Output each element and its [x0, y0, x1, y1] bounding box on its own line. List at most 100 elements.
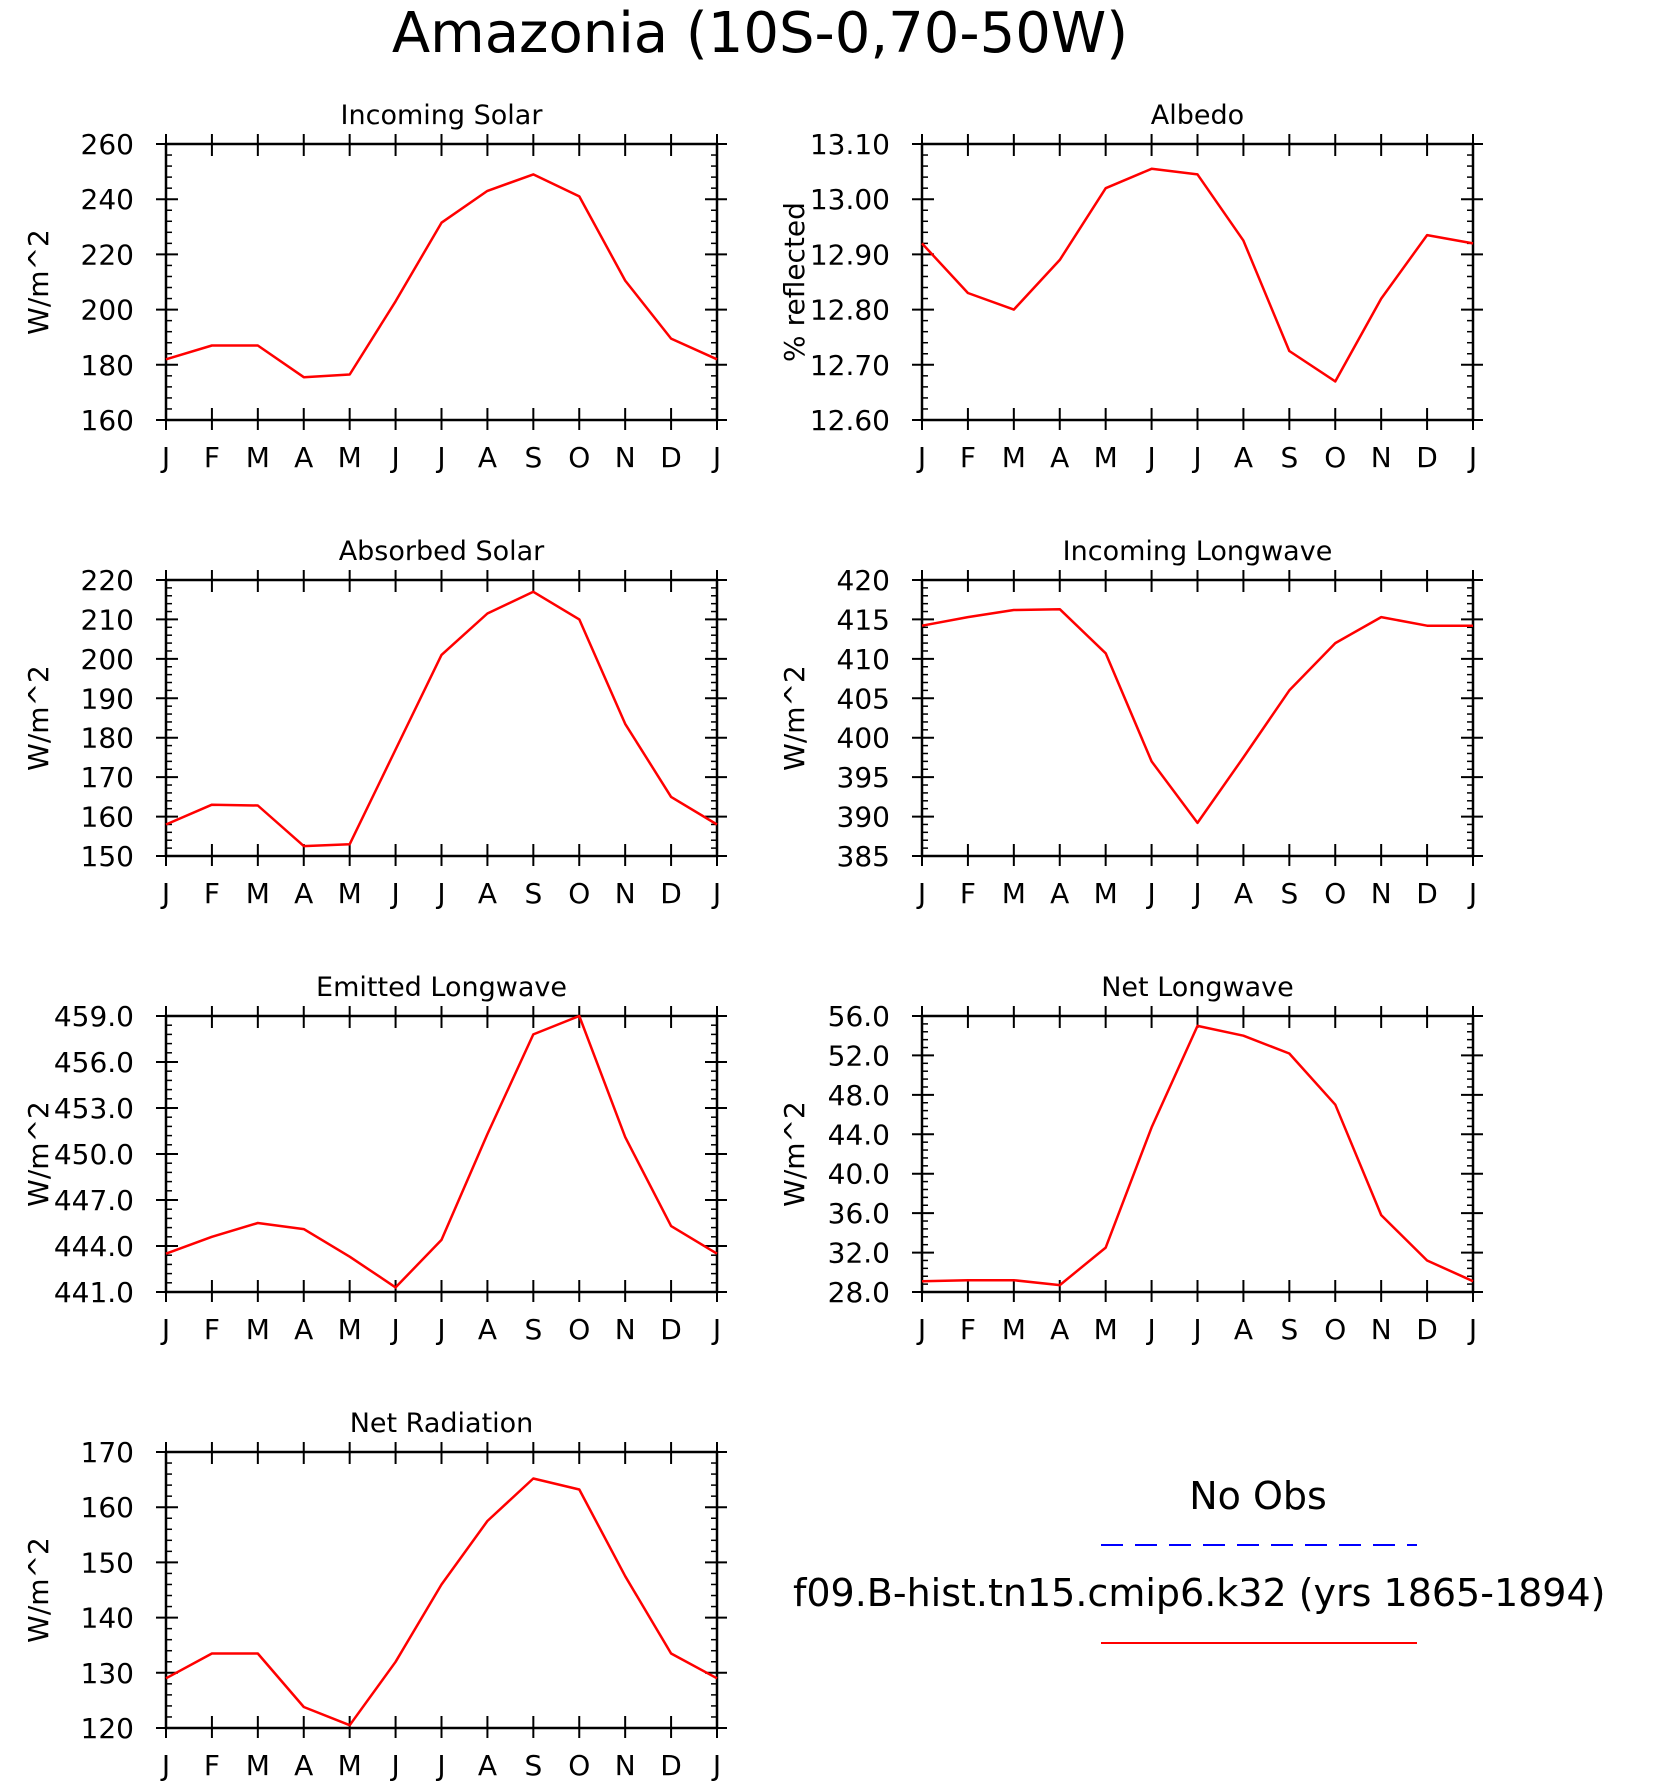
x-tick-label: N [615, 877, 636, 910]
figure-title: Amazonia (10S-0,70-50W) [392, 1, 1128, 66]
y-axis-label: % reflected [778, 202, 811, 362]
legend-obs-label: No Obs [1189, 1474, 1327, 1518]
y-tick-label: 150 [81, 1546, 134, 1579]
y-tick-label: 459.0 [54, 1000, 134, 1033]
x-tick-label: D [1416, 1313, 1438, 1346]
x-tick-label: M [1002, 1313, 1026, 1346]
x-tick-label: J [711, 877, 721, 910]
y-tick-label: 160 [81, 1491, 134, 1524]
y-tick-label: 456.0 [54, 1046, 134, 1079]
legend: No Obs f09.B-hist.tn15.cmip6.k32 (yrs 18… [793, 1474, 1605, 1644]
x-tick-label: N [615, 1749, 636, 1782]
y-tick-label: 13.00 [810, 183, 890, 216]
x-tick-label: J [1191, 1313, 1201, 1346]
x-tick-label: D [660, 1749, 682, 1782]
x-tick-label: J [1467, 1313, 1477, 1346]
y-tick-label: 395 [837, 761, 890, 794]
y-tick-label: 160 [81, 801, 134, 834]
x-tick-label: J [435, 441, 445, 474]
x-tick-label: D [660, 1313, 682, 1346]
plot-frame [920, 578, 1475, 858]
y-tick-label: 447.0 [54, 1184, 134, 1217]
x-tick-label: S [524, 877, 542, 910]
x-tick-label: J [711, 1313, 721, 1346]
y-tick-label: 400 [837, 722, 890, 755]
y-axis-label: W/m^2 [22, 1101, 55, 1207]
chart-panel: J F M A M J J A S O N D J150160170180190200210220Abs… [22, 536, 727, 910]
x-tick-label: M [338, 877, 362, 910]
x-tick-label: J [1145, 441, 1155, 474]
x-tick-label: M [1002, 441, 1026, 474]
x-tick-label: S [1280, 877, 1298, 910]
x-tick-label: J [1145, 877, 1155, 910]
y-axis-label: W/m^2 [778, 665, 811, 771]
x-tick-label: J [916, 441, 926, 474]
y-tick-label: 420 [837, 564, 890, 597]
x-tick-label: J [435, 1749, 445, 1782]
y-tick-label: 160 [81, 404, 134, 437]
x-tick-label: F [960, 1313, 976, 1346]
x-tick-label: A [1050, 877, 1069, 910]
series-line [165, 1014, 718, 1289]
panel-title: Net Radiation [350, 1408, 534, 1439]
plot-frame [164, 578, 719, 858]
x-tick-label: F [960, 441, 976, 474]
x-tick-label: J [389, 1749, 399, 1782]
x-tick-label: J [160, 877, 170, 910]
x-tick-label: J [1191, 877, 1201, 910]
x-tick-label: O [1324, 1313, 1346, 1346]
y-axis-label: W/m^2 [22, 229, 55, 335]
series-line [921, 167, 1474, 383]
y-tick-label: 150 [81, 840, 134, 873]
panel-title: Net Longwave [1101, 972, 1294, 1003]
y-tick-label: 44.0 [828, 1118, 890, 1151]
x-tick-label: O [568, 441, 590, 474]
x-tick-label: M [338, 1313, 362, 1346]
y-tick-label: 40.0 [828, 1158, 890, 1191]
chart-panel: J F M A M J J A S O N D J385390395400405410415420Inc… [778, 536, 1483, 910]
x-tick-label: A [294, 1749, 313, 1782]
x-tick-label: M [246, 1313, 270, 1346]
y-tick-label: 56.0 [828, 1000, 890, 1033]
x-tick-label: J [1467, 441, 1477, 474]
x-tick-label: F [960, 877, 976, 910]
x-tick-label: M [338, 1749, 362, 1782]
x-tick-label: J [711, 1749, 721, 1782]
y-tick-label: 385 [837, 840, 890, 873]
y-tick-label: 12.80 [810, 294, 890, 327]
x-tick-label: J [916, 1313, 926, 1346]
series-line [921, 1024, 1474, 1287]
x-tick-label: S [524, 1749, 542, 1782]
x-tick-label: N [1371, 1313, 1392, 1346]
y-tick-label: 441.0 [54, 1276, 134, 1309]
x-tick-label: M [1094, 441, 1118, 474]
x-tick-label: F [204, 877, 220, 910]
x-tick-label: M [1094, 1313, 1118, 1346]
x-tick-label: F [204, 1313, 220, 1346]
x-tick-label: D [1416, 441, 1438, 474]
y-tick-label: 220 [81, 238, 134, 271]
x-tick-label: D [660, 441, 682, 474]
y-tick-label: 12.90 [810, 238, 890, 271]
y-axis-label: W/m^2 [22, 1537, 55, 1643]
x-tick-label: J [160, 1313, 170, 1346]
y-tick-label: 140 [81, 1602, 134, 1635]
x-tick-label: A [1234, 441, 1253, 474]
x-tick-label: S [524, 1313, 542, 1346]
x-tick-label: A [1050, 1313, 1069, 1346]
x-tick-label: A [1234, 877, 1253, 910]
panel-title: Absorbed Solar [339, 536, 545, 567]
x-tick-label: D [1416, 877, 1438, 910]
panel-title: Incoming Solar [341, 100, 544, 131]
legend-model-label: f09.B-hist.tn15.cmip6.k32 (yrs 1865-1894… [793, 1571, 1605, 1615]
y-tick-label: 12.60 [810, 404, 890, 437]
series-line [165, 590, 718, 848]
y-tick-label: 405 [837, 682, 890, 715]
x-tick-label: J [389, 877, 399, 910]
x-tick-label: O [568, 877, 590, 910]
y-tick-label: 220 [81, 564, 134, 597]
panel-title: Albedo [1151, 100, 1244, 131]
x-tick-label: J [389, 441, 399, 474]
panels: J F M A M J J A S O N D J160180200220240260Incoming … [22, 100, 1483, 1782]
